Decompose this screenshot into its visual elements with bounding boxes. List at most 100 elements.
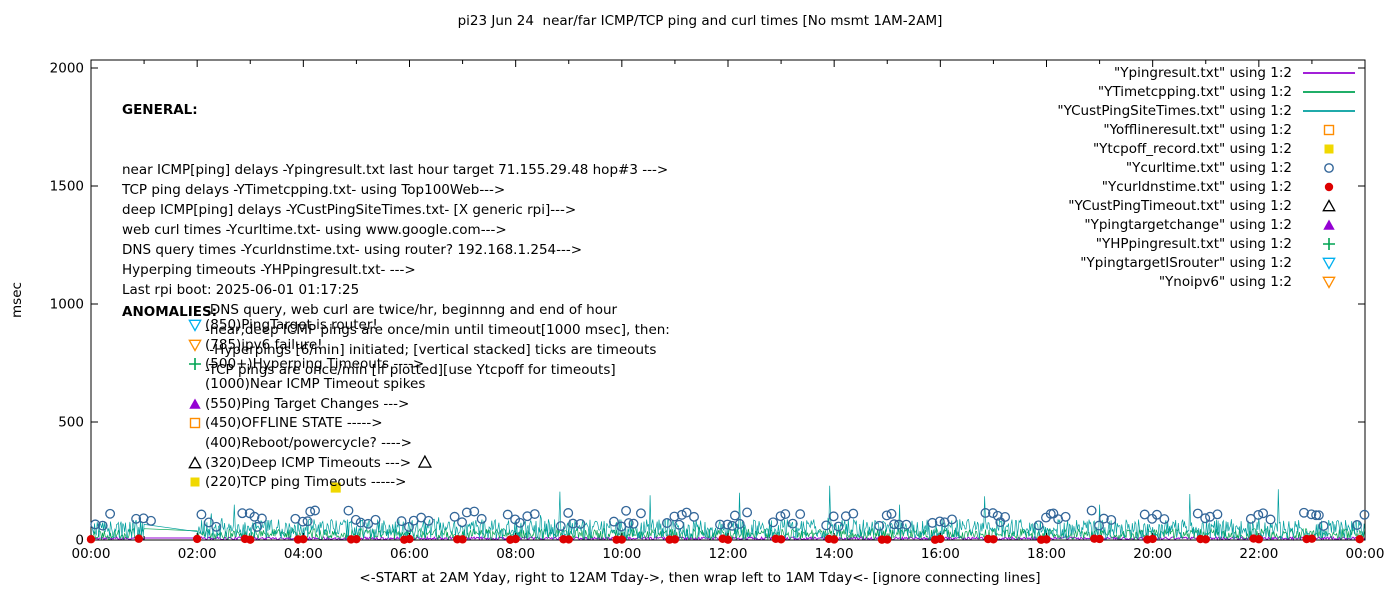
legend-item: "YCustPingTimeout.txt" using 1:2	[1057, 196, 1358, 215]
markers-dns	[86, 534, 1364, 544]
triangle-down-open-icon	[188, 318, 205, 332]
anomaly-item: (850)PingTarget is router!	[188, 315, 425, 335]
legend-item: "YCustPingSiteTimes.txt" using 1:2	[1057, 101, 1358, 120]
circle-open-icon	[1300, 161, 1358, 175]
y-tick-label: 500	[58, 415, 84, 431]
legend-item-label: "Ycurldnstime.txt" using 1:2	[1101, 178, 1292, 195]
triangle-open-icon	[188, 455, 205, 470]
anomaly-item: (1000)Near ICMP Timeout spikes	[188, 374, 425, 394]
legend-item: "YHPpingresult.txt" using 1:2	[1057, 234, 1358, 253]
x-tick-label: 02:00	[178, 546, 217, 562]
legend-item-label: "YTimetcpping.txt" using 1:2	[1097, 83, 1292, 100]
noise-series	[90, 485, 1366, 542]
general-note-line: -near,deep ICMP pings are once/min until…	[205, 322, 670, 338]
anomaly-text: (320)Deep ICMP Timeouts --->	[205, 454, 412, 471]
line-icon	[1300, 66, 1358, 80]
anomaly-item: (400)Reboot/powercycle? ---->	[188, 433, 425, 453]
legend-item-label: "Ypingresult.txt" using 1:2	[1114, 64, 1292, 81]
circle-filled-icon	[1300, 180, 1358, 194]
y-tick-label: 1000	[50, 297, 84, 313]
legend-item: "YTimetcpping.txt" using 1:2	[1057, 82, 1358, 101]
triangle-down-open-icon	[1300, 256, 1358, 270]
x-tick-label: 08:00	[496, 546, 535, 562]
x-tick-label: 00:00	[72, 546, 111, 562]
x-tick-label: 22:00	[1239, 546, 1278, 562]
anomaly-text: (500+)Hyperping Timeouts ---->	[205, 356, 425, 373]
legend-item-label: "Ynoipv6" using 1:2	[1158, 273, 1292, 290]
anomaly-text: (400)Reboot/powercycle? ---->	[205, 434, 412, 451]
legend: "Ypingresult.txt" using 1:2 "YTimetcpping…	[1057, 63, 1358, 291]
anomaly-item: (785)ipv6 failure!	[188, 335, 425, 355]
x-tick-label: 10:00	[602, 546, 641, 562]
legend-item: "Ypingtargetchange" using 1:2	[1057, 215, 1358, 234]
legend-item: "Ypingresult.txt" using 1:2	[1057, 63, 1358, 82]
legend-item-label: "Yofflineresult.txt" using 1:2	[1103, 121, 1292, 138]
anomaly-item: (500+)Hyperping Timeouts ---->	[188, 354, 425, 374]
anomalies-heading: ANOMALIES:	[122, 304, 218, 320]
general-notes: GENERAL: near ICMP[ping] delays -Ypingre…	[122, 60, 670, 420]
anomaly-text: (1000)Near ICMP Timeout spikes	[205, 375, 426, 392]
chart-title: pi23 Jun 24 near/far ICMP/TCP ping and c…	[457, 13, 943, 29]
anomaly-item: (220)TCP ping Timeouts ----->	[188, 473, 425, 493]
x-tick-label: 06:00	[390, 546, 429, 562]
anomaly-text: (220)TCP ping Timeouts ----->	[205, 474, 407, 491]
line-icon	[1300, 104, 1358, 118]
general-line: deep ICMP[ping] delays -YCustPingSiteTim…	[122, 202, 577, 218]
anomaly-text: (450)OFFLINE STATE ----->	[205, 415, 383, 432]
anomaly-text: (785)ipv6 failure!	[205, 336, 323, 353]
legend-item-label: "YpingtargetISrouter" using 1:2	[1080, 254, 1292, 271]
legend-item-label: "Ytcpoff_record.txt" using 1:2	[1092, 140, 1292, 157]
legend-item-label: "Ycurltime.txt" using 1:2	[1125, 159, 1292, 176]
series-YCustPingSiteTimes	[90, 485, 1366, 540]
legend-item: "Ytcpoff_record.txt" using 1:2	[1057, 139, 1358, 158]
triangle-filled-icon	[188, 397, 205, 411]
x-axis-label: <-START at 2AM Yday, right to 12AM Tday-…	[359, 570, 1041, 586]
anomaly-item: (450)OFFLINE STATE ----->	[188, 413, 425, 433]
x-tick-label: 20:00	[1133, 546, 1172, 562]
line-icon	[1300, 85, 1358, 99]
legend-item-label: "YCustPingSiteTimes.txt" using 1:2	[1057, 102, 1292, 119]
legend-item: "Ynoipv6" using 1:2	[1057, 272, 1358, 291]
legend-item: "YpingtargetISrouter" using 1:2	[1057, 253, 1358, 272]
general-line: web curl times -Ycurltime.txt- using www…	[122, 222, 507, 238]
general-line: Last rpi boot: 2025-06-01 01:17:25	[122, 282, 360, 298]
anomalies-list: (850)PingTarget is router! (785)ipv6 fail…	[188, 315, 425, 492]
legend-item: "Yofflineresult.txt" using 1:2	[1057, 120, 1358, 139]
legend-item: "Ycurldnstime.txt" using 1:2	[1057, 177, 1358, 196]
y-tick-label: 1500	[50, 179, 84, 195]
plus-icon	[1300, 237, 1358, 251]
x-tick-label: 00:00	[1346, 546, 1385, 562]
square-filled-icon	[1300, 142, 1358, 156]
x-tick-label: 18:00	[1027, 546, 1066, 562]
markers-timeout-events	[330, 454, 432, 493]
y-tick-label: 2000	[50, 61, 84, 77]
series-Ypingresult	[90, 535, 1366, 542]
square-filled-icon	[188, 475, 205, 489]
anomaly-item: (550)Ping Target Changes --->	[188, 394, 425, 414]
plus-icon	[188, 357, 205, 371]
triangle-filled-icon	[1300, 218, 1358, 232]
square-open-icon	[188, 416, 205, 430]
y-tick-label: 0	[75, 533, 84, 549]
anomaly-text: (850)PingTarget is router!	[205, 316, 378, 333]
x-tick-label: 14:00	[815, 546, 854, 562]
general-lines: near ICMP[ping] delays -Ypingresult.txt …	[122, 160, 670, 380]
general-line: near ICMP[ping] delays -Ypingresult.txt …	[122, 162, 669, 178]
legend-item-label: "YCustPingTimeout.txt" using 1:2	[1068, 197, 1292, 214]
general-line: DNS query times -Ycurldnstime.txt- using…	[122, 242, 583, 258]
general-heading: GENERAL:	[122, 102, 198, 118]
legend-item-label: "YHPpingresult.txt" using 1:2	[1095, 235, 1292, 252]
general-note-line: -Hyperpings [6/min] initiated; [vertical…	[205, 342, 657, 358]
markers-curl	[90, 505, 1370, 532]
anomaly-item: (320)Deep ICMP Timeouts --->	[188, 453, 425, 473]
anomaly-text: (550)Ping Target Changes --->	[205, 395, 410, 412]
triangle-down-open-icon	[188, 338, 205, 352]
general-note-line: -TCP pings are once/min [if plotted][use…	[205, 362, 616, 378]
legend-item: "Ycurltime.txt" using 1:2	[1057, 158, 1358, 177]
x-tick-label: 04:00	[284, 546, 323, 562]
general-line: TCP ping delays -YTimetcpping.txt- using…	[122, 182, 506, 198]
legend-item-label: "Ypingtargetchange" using 1:2	[1084, 216, 1292, 233]
triangle-open-icon	[1300, 198, 1358, 213]
